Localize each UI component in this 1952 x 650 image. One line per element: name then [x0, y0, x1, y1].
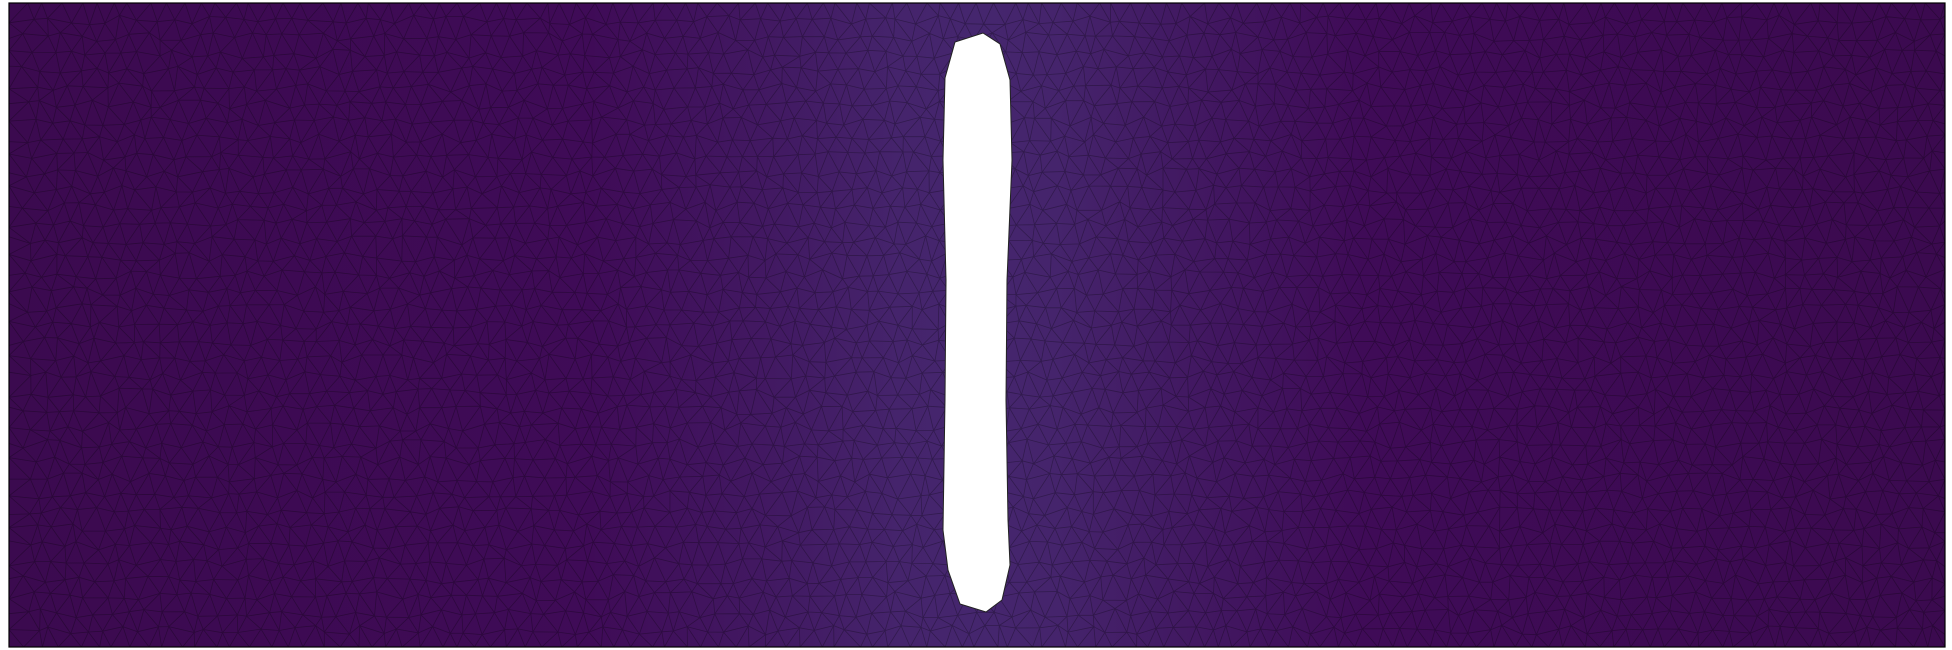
triangle-mesh: [9, 3, 1945, 647]
slot-hole: [942, 32, 1013, 613]
mesh-edges: [9, 3, 1945, 647]
domain-border: [8, 2, 1946, 648]
